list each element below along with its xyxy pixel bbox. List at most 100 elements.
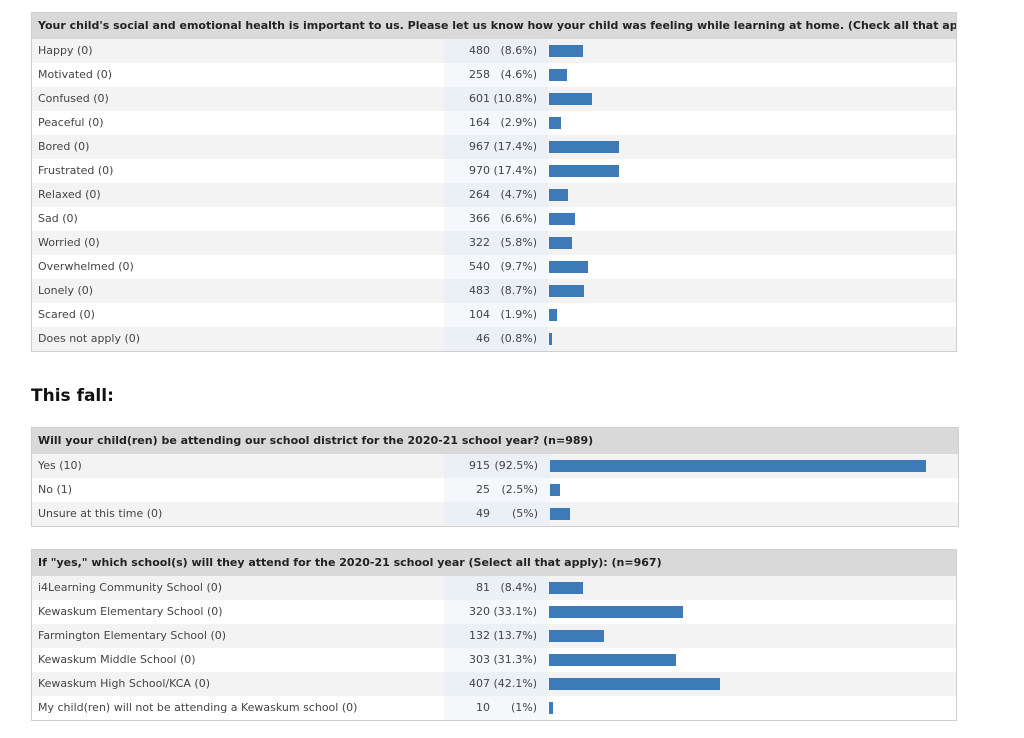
row-count: 483 [469, 284, 490, 297]
row-percent: (0.8%) [500, 332, 537, 345]
row-count: 25 [476, 483, 490, 496]
row-count: 601 [469, 92, 490, 105]
row-percent: (8.6%) [500, 44, 537, 57]
table-row: Confused (0) 601 (10.8%) [32, 87, 956, 111]
row-label: My child(ren) will not be attending a Ke… [38, 701, 358, 714]
data-bar [550, 460, 926, 472]
stats-cell [444, 478, 550, 502]
data-bar [550, 484, 560, 496]
data-bar [549, 213, 575, 225]
row-count: 81 [476, 581, 490, 594]
stats-cell [444, 231, 548, 255]
section-heading-this-fall: This fall: [31, 386, 114, 406]
row-label: Worried (0) [38, 236, 100, 249]
row-label: Kewaskum Elementary School (0) [38, 605, 223, 618]
row-count: 264 [469, 188, 490, 201]
row-label: Does not apply (0) [38, 332, 141, 345]
row-percent: (5%) [511, 507, 538, 520]
row-label: Motivated (0) [38, 68, 112, 81]
row-count: 480 [469, 44, 490, 57]
data-bar [549, 630, 604, 642]
table-row: Kewaskum Elementary School (0) 320 (33.1%) [32, 600, 956, 624]
row-percent: (42.1%) [493, 677, 537, 690]
row-percent: (33.1%) [493, 605, 537, 618]
row-count: 967 [469, 140, 490, 153]
data-bar [549, 333, 552, 345]
row-label: i4Learning Community School (0) [38, 581, 223, 594]
row-count: 407 [469, 677, 490, 690]
data-bar [549, 261, 588, 273]
school-choice-question-title: If "yes," which school(s) will they atte… [32, 550, 956, 576]
row-label: Yes (10) [38, 459, 82, 472]
row-percent: (4.6%) [500, 68, 537, 81]
stats-cell [444, 672, 548, 696]
row-label: Peaceful (0) [38, 116, 104, 129]
row-percent: (4.7%) [500, 188, 537, 201]
row-label: Kewaskum Middle School (0) [38, 653, 196, 666]
table-row: Happy (0) 480 (8.6%) [32, 39, 956, 63]
stats-cell [444, 255, 548, 279]
table-row: Does not apply (0) 46 (0.8%) [32, 327, 956, 351]
data-bar [549, 237, 572, 249]
row-count: 320 [469, 605, 490, 618]
stats-cell [444, 648, 548, 672]
stats-cell [444, 207, 548, 231]
row-percent: (31.3%) [493, 653, 537, 666]
data-bar [549, 606, 683, 618]
row-percent: (17.4%) [493, 164, 537, 177]
attending-survey-table: Will your child(ren) be attending our sc… [31, 427, 959, 527]
stats-cell [444, 279, 548, 303]
row-count: 366 [469, 212, 490, 225]
stats-cell [444, 183, 548, 207]
attending-rows: Yes (10) 915 (92.5%) No (1) 25 (2.5%) Unsure a… [32, 454, 958, 526]
table-row: No (1) 25 (2.5%) [32, 478, 958, 502]
data-bar [549, 309, 557, 321]
row-percent: (10.8%) [493, 92, 537, 105]
row-count: 49 [476, 507, 490, 520]
data-bar [549, 189, 568, 201]
feelings-rows: Happy (0) 480 (8.6%) Motivated (0) 258 (4.6%)… [32, 39, 956, 351]
table-row: Yes (10) 915 (92.5%) [32, 454, 958, 478]
stats-cell [444, 303, 548, 327]
row-percent: (13.7%) [493, 629, 537, 642]
row-percent: (6.6%) [500, 212, 537, 225]
feelings-survey-table: Your child's social and emotional health… [31, 12, 957, 352]
row-percent: (9.7%) [500, 260, 537, 273]
data-bar [549, 582, 583, 594]
row-count: 104 [469, 308, 490, 321]
row-label: Sad (0) [38, 212, 78, 225]
data-bar [549, 69, 567, 81]
data-bar [549, 678, 720, 690]
row-label: Relaxed (0) [38, 188, 101, 201]
table-row: Lonely (0) 483 (8.7%) [32, 279, 956, 303]
row-percent: (2.5%) [501, 483, 538, 496]
table-row: i4Learning Community School (0) 81 (8.4%) [32, 576, 956, 600]
row-count: 132 [469, 629, 490, 642]
table-row: Bored (0) 967 (17.4%) [32, 135, 956, 159]
school-choice-survey-table: If "yes," which school(s) will they atte… [31, 549, 957, 721]
stats-cell [444, 624, 548, 648]
row-label: Kewaskum High School/KCA (0) [38, 677, 211, 690]
data-bar [549, 45, 583, 57]
row-label: Unsure at this time (0) [38, 507, 163, 520]
stats-cell [444, 39, 548, 63]
feelings-question-title: Your child's social and emotional health… [32, 13, 956, 39]
data-bar [549, 654, 676, 666]
table-row: Kewaskum Middle School (0) 303 (31.3%) [32, 648, 956, 672]
row-label: Confused (0) [38, 92, 109, 105]
table-row: Scared (0) 104 (1.9%) [32, 303, 956, 327]
row-label: Overwhelmed (0) [38, 260, 134, 273]
row-count: 970 [469, 164, 490, 177]
stats-cell [444, 576, 548, 600]
stats-cell [444, 502, 550, 526]
row-percent: (1.9%) [500, 308, 537, 321]
row-count: 915 [469, 459, 490, 472]
table-row: Overwhelmed (0) 540 (9.7%) [32, 255, 956, 279]
stats-cell [444, 111, 548, 135]
table-row: Sad (0) 366 (6.6%) [32, 207, 956, 231]
row-percent: (92.5%) [494, 459, 538, 472]
stats-cell [444, 87, 548, 111]
row-label: Bored (0) [38, 140, 90, 153]
data-bar [549, 117, 561, 129]
data-bar [549, 165, 619, 177]
